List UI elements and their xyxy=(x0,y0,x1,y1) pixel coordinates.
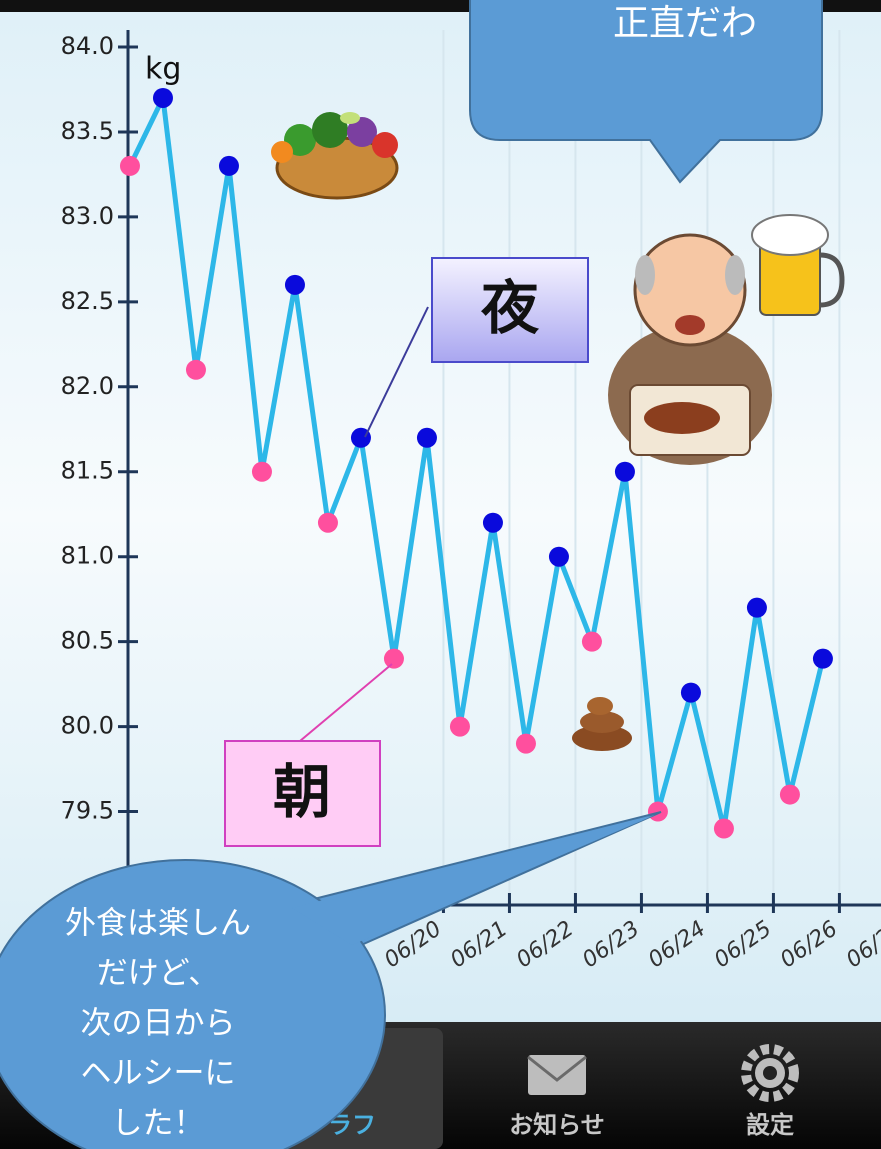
data-point xyxy=(681,683,701,703)
screen: 06/2006/2106/2206/2306/2406/2506/2606/27… xyxy=(0,0,881,1149)
page: 06/2006/2106/2206/2306/2406/2506/2606/27… xyxy=(0,0,881,1149)
y-tick-label: 79.5 xyxy=(61,797,114,825)
data-point xyxy=(417,428,437,448)
data-point xyxy=(780,785,800,805)
data-point xyxy=(384,649,404,669)
y-tick-label: 81.0 xyxy=(61,542,114,570)
data-point xyxy=(582,632,602,652)
tab-label[interactable]: お知らせ xyxy=(509,1111,605,1139)
data-point xyxy=(120,156,140,176)
callout-line: 次の日から xyxy=(81,1006,236,1042)
data-point xyxy=(186,360,206,380)
y-tick-label: 81.5 xyxy=(61,457,114,485)
morning-label: 朝 xyxy=(273,758,331,826)
data-point xyxy=(549,547,569,567)
data-point xyxy=(648,802,668,822)
tab-label[interactable]: 設定 xyxy=(746,1111,794,1139)
callout-line: した！ xyxy=(112,1106,205,1142)
data-point xyxy=(714,819,734,839)
data-point xyxy=(450,717,470,737)
y-tick-label: 83.5 xyxy=(61,117,114,145)
mail-icon xyxy=(528,1055,586,1095)
data-point xyxy=(483,513,503,533)
y-tick-label: 84.0 xyxy=(61,32,114,60)
data-point xyxy=(747,598,767,618)
data-point xyxy=(252,462,272,482)
data-point xyxy=(219,156,239,176)
top-bubble-text: 正直だわ xyxy=(613,3,757,44)
y-tick-label: 82.0 xyxy=(61,372,114,400)
data-point xyxy=(516,734,536,754)
y-tick-label: 80.5 xyxy=(61,627,114,655)
data-point xyxy=(615,462,635,482)
data-point xyxy=(318,513,338,533)
callout-line: ヘルシーに xyxy=(81,1056,236,1092)
data-point xyxy=(153,88,173,108)
y-tick-label: 83.0 xyxy=(61,202,114,230)
unit-label: kg xyxy=(145,52,181,87)
data-point xyxy=(813,649,833,669)
callout-line: 外食は楽しん xyxy=(65,906,251,942)
data-point xyxy=(285,275,305,295)
y-tick-label: 80.0 xyxy=(61,712,114,740)
y-tick-label: 82.5 xyxy=(61,287,114,315)
callout-line: だけど、 xyxy=(97,956,219,992)
night-label: 夜 xyxy=(480,274,540,342)
